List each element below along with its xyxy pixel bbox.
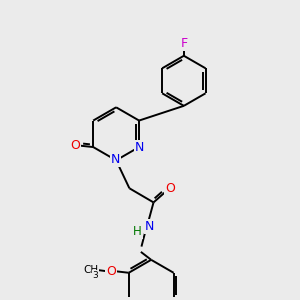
- Text: O: O: [106, 265, 116, 278]
- Text: N: N: [111, 153, 120, 166]
- Text: CH: CH: [83, 265, 98, 275]
- Text: N: N: [135, 141, 144, 154]
- Text: H: H: [133, 225, 142, 239]
- Text: F: F: [180, 37, 188, 50]
- Text: N: N: [145, 220, 154, 233]
- Text: 3: 3: [92, 271, 98, 280]
- Text: O: O: [165, 182, 175, 195]
- Text: O: O: [70, 139, 80, 152]
